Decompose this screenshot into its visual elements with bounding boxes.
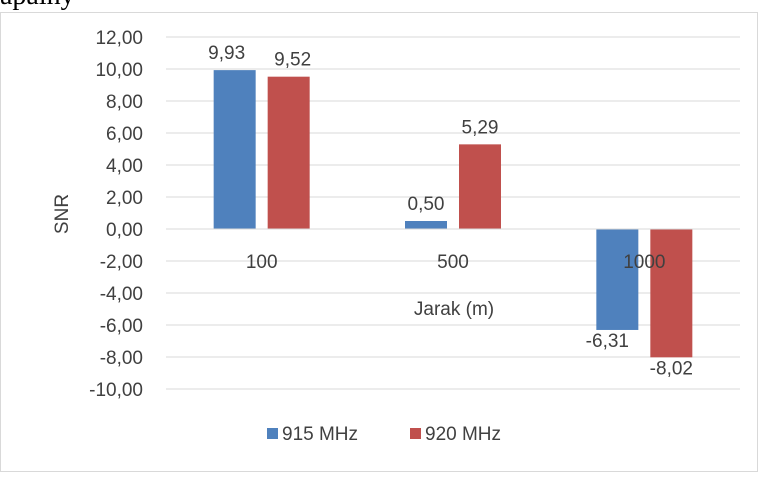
- legend-label: 920 MHz: [425, 424, 501, 445]
- y-axis-title: SNR: [52, 194, 73, 234]
- data-label: 5,29: [462, 117, 499, 138]
- data-label: 0,50: [408, 194, 445, 215]
- data-label: -8,02: [650, 358, 693, 379]
- data-label: 9,52: [274, 50, 311, 71]
- y-tick-label: -2,00: [100, 252, 143, 273]
- x-tick-labels: 100 500 1000: [246, 252, 666, 273]
- y-tick-label: 2,00: [106, 188, 143, 209]
- y-tick-label: 10,00: [95, 60, 143, 81]
- bar: [213, 70, 256, 230]
- y-tick-label: 8,00: [106, 92, 143, 113]
- y-tick-label: -4,00: [100, 284, 143, 305]
- chart-border: [0, 12, 758, 472]
- y-tick-label: 12,00: [95, 28, 143, 49]
- x-axis-title: Jarak (m): [414, 299, 494, 320]
- bars: [213, 70, 693, 358]
- bar: [650, 229, 693, 358]
- bar: [596, 229, 639, 330]
- bar: [405, 221, 447, 229]
- y-tick-labels: 12,00 10,00 8,00 6,00 4,00 2,00 0,00 -2,00 -4,00…: [89, 28, 143, 401]
- data-labels: 9,93 9,52 0,50 5,29 -6,31 -8,02: [208, 43, 693, 379]
- legend: 915 MHz 920 MHz: [267, 424, 501, 445]
- y-tick-label: -6,00: [100, 316, 143, 337]
- bar: [267, 76, 310, 230]
- data-label: 9,93: [208, 43, 245, 64]
- y-tick-label: 0,00: [106, 220, 143, 241]
- legend-swatch: [410, 428, 421, 439]
- legend-swatch: [267, 428, 278, 439]
- cropped-top-text: apalny: [0, 0, 75, 12]
- x-tick-label: 1000: [623, 252, 665, 273]
- gridlines: [166, 36, 740, 390]
- y-tick-label: 4,00: [106, 156, 143, 177]
- y-tick-label: -8,00: [100, 348, 143, 369]
- y-tick-label: 6,00: [106, 124, 143, 145]
- legend-label: 915 MHz: [282, 424, 358, 445]
- x-tick-label: 100: [246, 252, 278, 273]
- x-tick-label: 500: [437, 252, 469, 273]
- bar: [459, 144, 501, 229]
- y-tick-label: -10,00: [89, 380, 143, 401]
- data-label: -6,31: [586, 331, 629, 352]
